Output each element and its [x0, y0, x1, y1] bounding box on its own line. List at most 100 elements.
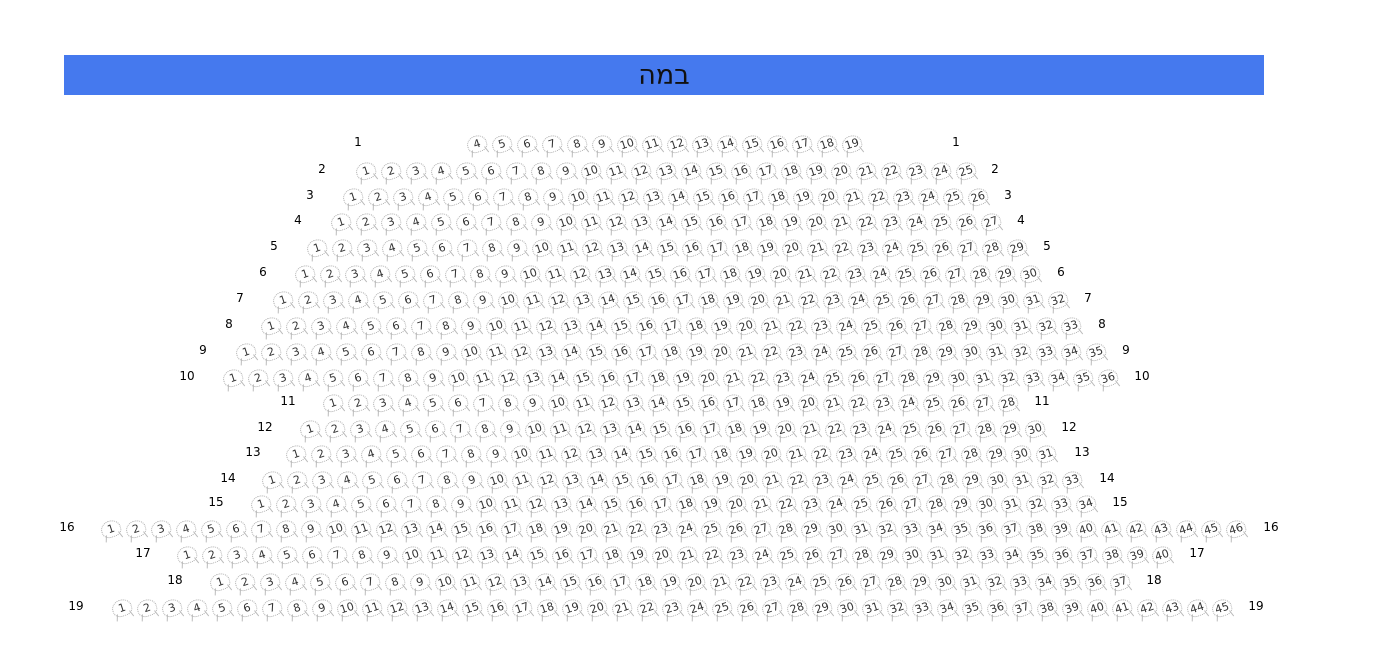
seat[interactable]: 13 — [604, 236, 630, 260]
seat[interactable]: 8 — [503, 210, 529, 234]
seat[interactable]: 13 — [398, 517, 424, 541]
seat[interactable]: 22 — [732, 570, 758, 594]
seat[interactable]: 42 — [1123, 517, 1149, 541]
seat[interactable]: 18 — [695, 288, 721, 312]
seat[interactable]: 19 — [559, 596, 585, 620]
seat[interactable]: 20 — [734, 468, 760, 492]
seat[interactable]: 26 — [917, 262, 943, 286]
seat[interactable]: 20 — [779, 236, 805, 260]
seat[interactable]: 7 — [259, 596, 285, 620]
seat[interactable]: 36 — [984, 596, 1010, 620]
seat[interactable]: 13 — [628, 210, 654, 234]
seat[interactable]: 37 — [1074, 543, 1100, 567]
seat[interactable]: 9 — [374, 543, 400, 567]
seat[interactable]: 18 — [684, 468, 710, 492]
seat[interactable]: 20 — [815, 185, 841, 209]
seat[interactable]: 1 — [292, 262, 318, 286]
seat[interactable]: 29 — [958, 314, 984, 338]
seat[interactable]: 9 — [528, 210, 554, 234]
seat[interactable]: 30 — [834, 596, 860, 620]
seat[interactable]: 3 — [159, 596, 185, 620]
seat[interactable]: 24 — [823, 492, 849, 516]
seat[interactable]: 16 — [623, 492, 649, 516]
seat[interactable]: 29 — [798, 517, 824, 541]
seat[interactable]: 26 — [945, 391, 971, 415]
seat[interactable]: 22 — [623, 517, 649, 541]
seat[interactable]: 46 — [1223, 517, 1249, 541]
seat[interactable]: 29 — [983, 442, 1009, 466]
seat[interactable]: 4 — [345, 288, 371, 312]
seat[interactable]: 24 — [858, 442, 884, 466]
seat[interactable]: 6 — [223, 517, 249, 541]
seat[interactable]: 7 — [447, 417, 473, 441]
seat[interactable]: 7 — [503, 159, 529, 183]
seat[interactable]: 26 — [895, 288, 921, 312]
seat[interactable]: 25 — [904, 236, 930, 260]
seat[interactable]: 1 — [98, 517, 124, 541]
seat[interactable]: 13 — [583, 442, 609, 466]
seat[interactable]: 3 — [333, 442, 359, 466]
seat[interactable]: 22 — [829, 236, 855, 260]
seat[interactable]: 32 — [949, 543, 975, 567]
seat[interactable]: 16 — [715, 185, 741, 209]
seat[interactable]: 7 — [398, 492, 424, 516]
seat[interactable]: 8 — [423, 492, 449, 516]
seat[interactable]: 12 — [545, 288, 571, 312]
seat[interactable]: 27 — [970, 391, 996, 415]
seat[interactable]: 6 — [332, 570, 358, 594]
seat[interactable]: 11 — [578, 210, 604, 234]
seat[interactable]: 15 — [670, 391, 696, 415]
seat[interactable]: 7 — [420, 288, 446, 312]
seat[interactable]: 28 — [945, 288, 971, 312]
seat[interactable]: 1 — [258, 314, 284, 338]
seat[interactable]: 7 — [409, 468, 435, 492]
seat[interactable]: 12 — [384, 596, 410, 620]
seat[interactable]: 21 — [804, 236, 830, 260]
seat[interactable]: 9 — [298, 517, 324, 541]
seat[interactable]: 23 — [724, 543, 750, 567]
seat[interactable]: 17 — [607, 570, 633, 594]
seat[interactable]: 25 — [858, 314, 884, 338]
seat[interactable]: 30 — [823, 517, 849, 541]
seat[interactable]: 11 — [603, 159, 629, 183]
seat[interactable]: 7 — [324, 543, 350, 567]
seat[interactable]: 10 — [517, 262, 543, 286]
seat[interactable]: 23 — [903, 159, 929, 183]
seat[interactable]: 4 — [367, 262, 393, 286]
seat[interactable]: 34 — [1032, 570, 1058, 594]
seat[interactable]: 17 — [658, 314, 684, 338]
seat[interactable]: 24 — [872, 417, 898, 441]
seat[interactable]: 6 — [358, 340, 384, 364]
seat[interactable]: 22 — [795, 288, 821, 312]
seat[interactable]: 17 — [648, 492, 674, 516]
seat[interactable]: 10 — [529, 236, 555, 260]
seat[interactable]: 21 — [674, 543, 700, 567]
seat[interactable]: 35 — [1024, 543, 1050, 567]
seat[interactable]: 36 — [973, 517, 999, 541]
seat[interactable]: 4 — [173, 517, 199, 541]
seat[interactable]: 18 — [765, 185, 791, 209]
seat[interactable]: 2 — [345, 391, 371, 415]
seat[interactable]: 14 — [622, 417, 648, 441]
seat[interactable]: 28 — [958, 442, 984, 466]
seat[interactable]: 14 — [434, 596, 460, 620]
seat[interactable]: 45 — [1209, 596, 1235, 620]
seat[interactable]: 21 — [759, 468, 785, 492]
seat[interactable]: 20 — [772, 417, 798, 441]
seat[interactable]: 32 — [1033, 314, 1059, 338]
seat[interactable]: 23 — [798, 492, 824, 516]
seat[interactable]: 7 — [454, 236, 480, 260]
seat[interactable]: 20 — [695, 366, 721, 390]
seat[interactable]: 35 — [948, 517, 974, 541]
seat[interactable]: 26 — [799, 543, 825, 567]
seat[interactable]: 6 — [429, 236, 455, 260]
seat[interactable]: 11 — [348, 517, 374, 541]
seat[interactable]: 30 — [995, 288, 1021, 312]
seat[interactable]: 5 — [420, 391, 446, 415]
seat[interactable]: 25 — [953, 159, 979, 183]
seat[interactable]: 27 — [978, 210, 1004, 234]
seat[interactable]: 19 — [670, 366, 696, 390]
seat[interactable]: 8 — [395, 366, 421, 390]
seat[interactable]: 22 — [634, 596, 660, 620]
seat[interactable]: 16 — [549, 543, 575, 567]
